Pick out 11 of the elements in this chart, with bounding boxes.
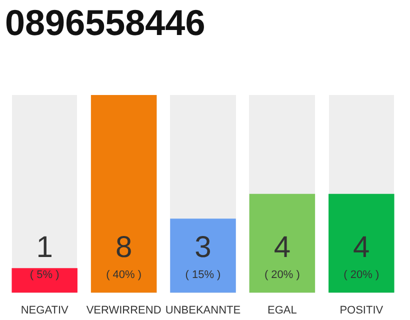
x-tick-label: VERWIRREND [86, 304, 162, 316]
data-label: 3 ( 15% ) [185, 231, 221, 281]
x-tick-label: NEGATIV [20, 304, 69, 316]
data-label: 8 ( 40% ) [106, 231, 142, 281]
x-tick-label: UNBEKANNTE [165, 304, 241, 316]
data-label: 4 ( 20% ) [344, 231, 380, 281]
data-label: 4 ( 20% ) [264, 231, 300, 281]
data-label: 1 ( 5% ) [30, 231, 60, 281]
x-tick-label: POSITIV [340, 304, 384, 316]
chart-title: 0896558446 [5, 2, 206, 44]
x-tick-label: EGAL [268, 304, 297, 316]
